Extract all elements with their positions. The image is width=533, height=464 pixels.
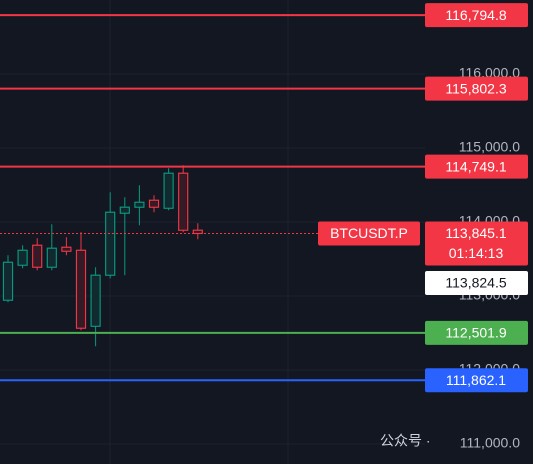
mark-price-label: 113,824.5: [445, 275, 506, 291]
candle-body: [2, 261, 14, 301]
y-tick-label: 111,000.0: [460, 435, 520, 451]
candle-fill: [135, 203, 143, 207]
level-label: 111,862.1: [446, 372, 506, 388]
candle-fill: [33, 246, 41, 267]
level-label-box: [425, 3, 528, 28]
symbol-label: BTCUSDT.P: [330, 225, 408, 241]
last-price-box: [425, 221, 528, 266]
candle-body: [17, 249, 28, 266]
candle-body: [178, 172, 189, 231]
candle-body: [105, 211, 116, 276]
level-label: 115,802.3: [445, 80, 506, 96]
candle-fill: [150, 201, 158, 207]
mark-price-box: [425, 270, 528, 295]
candle-fill: [4, 263, 12, 300]
candle-fill: [62, 248, 70, 251]
level-label-box: [425, 320, 528, 345]
candle-fill: [19, 251, 27, 265]
level-label-box: [425, 154, 528, 179]
candle-fill: [194, 231, 202, 233]
candle-body: [119, 206, 130, 214]
level-label-box: [425, 368, 528, 393]
candle-fill: [121, 208, 129, 213]
candle-body: [46, 247, 57, 268]
level-label: 116,794.8: [445, 7, 506, 23]
level-label: 112,501.9: [445, 325, 506, 341]
candle-fill: [48, 249, 56, 267]
candle-fill: [179, 174, 187, 230]
countdown-label: 01:14:13: [449, 245, 504, 261]
candle-fill: [77, 251, 85, 328]
y-tick-label: 115,000.0: [459, 139, 520, 155]
candle-body: [61, 246, 72, 252]
level-label: 114,749.1: [445, 158, 506, 174]
candle-body: [75, 249, 87, 329]
level-label-box: [425, 76, 528, 101]
candle-fill: [165, 174, 173, 208]
candle-body: [90, 274, 101, 327]
candle-body: [148, 199, 160, 208]
symbol-box: [318, 221, 420, 246]
candle-body: [134, 201, 145, 208]
candle-fill: [106, 213, 114, 275]
candle-body: [163, 172, 174, 209]
candle-fill: [92, 276, 100, 326]
last-price-label: 113,845.1: [445, 225, 506, 241]
candle-body: [32, 244, 43, 268]
watermark: 公众号 ·: [380, 433, 431, 449]
